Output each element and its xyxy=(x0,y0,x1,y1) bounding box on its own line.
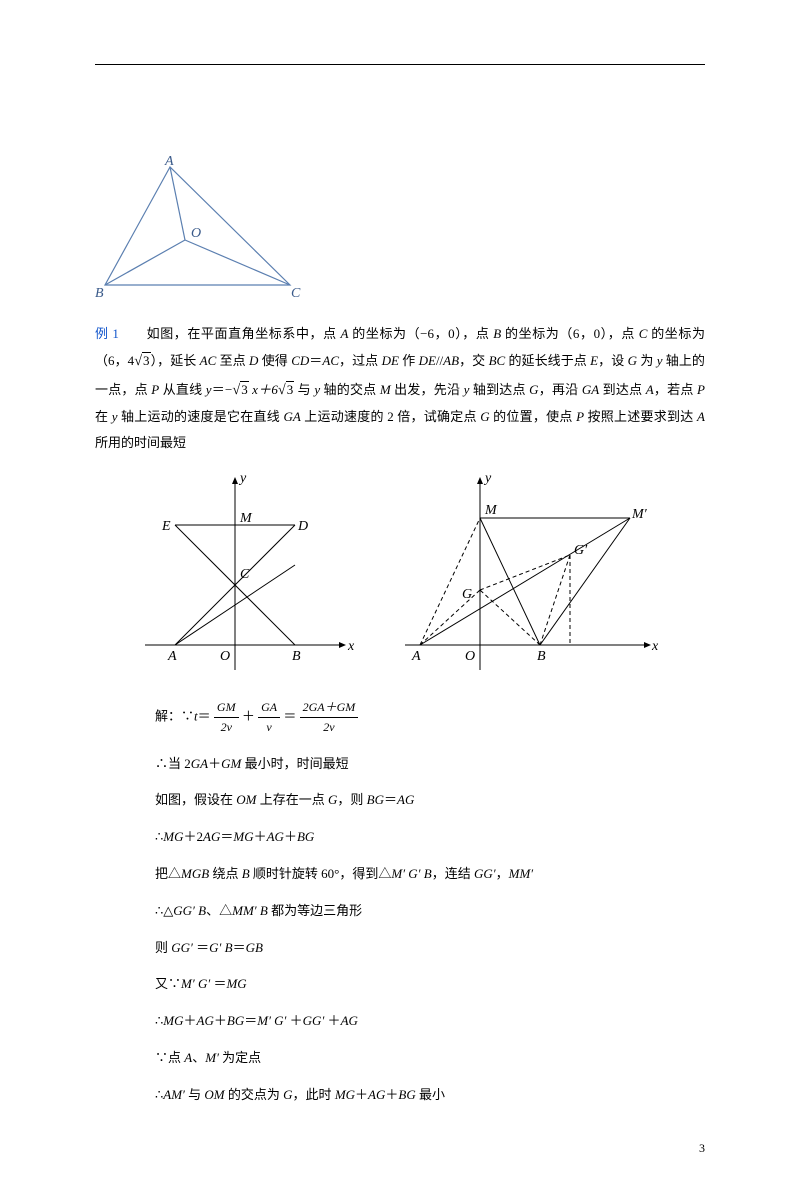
svg-text:x: x xyxy=(651,639,659,654)
svg-text:y: y xyxy=(483,471,492,486)
sol-line-3: 如图，假设在 OM 上存在一点 G，则 BG＝AG xyxy=(155,790,705,811)
triangle-svg: A B C O xyxy=(95,155,315,305)
page: A B C O 例 1 如图，在平面直角坐标系中，点 A 的坐标为（−6，0），… xyxy=(95,64,705,1172)
svg-text:G: G xyxy=(462,587,472,602)
svg-text:A: A xyxy=(411,649,421,664)
svg-text:G′: G′ xyxy=(574,543,588,558)
svg-text:O: O xyxy=(465,649,475,664)
svg-text:B: B xyxy=(537,649,546,664)
sol-line-6: ∴△GG′ B、△MM′ B 都为等边三角形 xyxy=(155,901,705,922)
svg-text:M: M xyxy=(239,511,253,526)
right-diagram-svg: y x A B O M M′ G G′ xyxy=(400,470,660,680)
svg-text:C: C xyxy=(240,567,250,582)
svg-text:x: x xyxy=(347,639,355,654)
sol-line-1: 解：∵t＝ GM2v ＋ GAv ＝ 2GA＋GM2v xyxy=(155,698,705,737)
sol-line-9: ∴MG＋AG＋BG＝M′ G′ ＋GG′ ＋AG xyxy=(155,1011,705,1032)
svg-text:B: B xyxy=(292,649,301,664)
svg-text:M: M xyxy=(484,503,498,518)
sol-line-10: ∵点 A、M′ 为定点 xyxy=(155,1048,705,1069)
label-B: B xyxy=(95,286,104,301)
sol-line-4: ∴MG＋2AG＝MG＋AG＋BG xyxy=(155,827,705,848)
top-diagram: A B C O xyxy=(95,155,705,309)
svg-text:O: O xyxy=(220,649,230,664)
label-A: A xyxy=(164,155,174,169)
diagrams-row: y x A B O M D E C xyxy=(95,470,705,680)
sol-line-5: 把△MGB 绕点 B 顺时针旋转 60°，得到△M′ G′ B，连结 GG′，M… xyxy=(155,864,705,885)
sol-line-2: ∴当 2GA＋GM 最小时，时间最短 xyxy=(155,754,705,775)
svg-text:E: E xyxy=(161,519,171,534)
problem-text: 例 1 如图，在平面直角坐标系中，点 A 的坐标为（−6，0），点 B 的坐标为… xyxy=(95,321,705,456)
svg-text:D: D xyxy=(297,519,308,534)
label-O: O xyxy=(191,226,201,241)
left-diagram-svg: y x A B O M D E C xyxy=(140,470,360,680)
example-label: 例 1 xyxy=(95,326,119,341)
sol-line-8: 又∵M′ G′ ＝MG xyxy=(155,974,705,995)
label-C: C xyxy=(291,286,301,301)
page-number: 3 xyxy=(699,1141,705,1156)
sol-line-11: ∴AM′ 与 OM 的交点为 G，此时 MG＋AG＋BG 最小 xyxy=(155,1085,705,1106)
sol-line-7: 则 GG′ ＝G′ B＝GB xyxy=(155,938,705,959)
svg-text:M′: M′ xyxy=(631,507,648,522)
svg-text:A: A xyxy=(167,649,177,664)
solution: 解：∵t＝ GM2v ＋ GAv ＝ 2GA＋GM2v ∴当 2GA＋GM 最小… xyxy=(155,698,705,1105)
svg-text:y: y xyxy=(238,471,247,486)
